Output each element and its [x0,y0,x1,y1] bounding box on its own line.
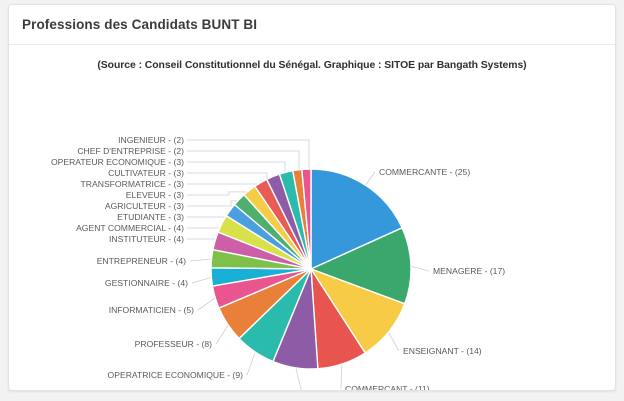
pie-slice-label: COMMERCANTE - (25) [379,167,470,177]
pie-chart[interactable]: COMMERCANTE - (25) MENAGERE - (17) ENSEIGN… [9,45,616,391]
pie-slice-label: MENAGERE - (17) [433,266,505,276]
pie-slice-label: ENTREPRENEUR - (4) [97,256,186,266]
pie-slice-label: AGENT COMMERCIAL - (4) [76,223,184,233]
label-leader-line [187,191,251,196]
label-leader-line [189,258,214,262]
pie-slice-label: COMMERCANT - (11) [345,384,430,391]
pie-slice-label: OPERATEUR ECONOMIQUE - (3) [51,157,184,167]
pie-slice-label: INSTITUTEUR - (4) [109,234,184,244]
pie-slice-label: ENSEIGNANTE - (10) [213,388,298,391]
label-leader-line [387,330,400,352]
label-leader-line [197,296,218,311]
pie-slice-label: ETUDIANTE - (3) [117,212,184,222]
pie-slice-label: ELEVEUR - (3) [126,190,184,200]
pie-slice[interactable] [309,226,412,305]
pie-slice[interactable] [310,168,404,271]
label-leader-line [340,361,343,390]
card-header: Professions des Candidats BUNT BI [9,5,615,45]
label-leader-line [187,200,241,207]
label-leader-line [187,150,300,173]
label-leader-line [187,161,287,175]
page-title: Professions des Candidats BUNT BI [22,17,258,32]
pie-slice-label: TRANSFORMATRICE - (3) [81,179,185,189]
chart-source-note: (Source : Conseil Constitutionnel du Sén… [97,60,527,71]
pie-slice-label: ENSEIGNANT - (14) [403,346,482,356]
label-leader-line [191,276,214,284]
pie-slice-label: GESTIONNAIRE - (4) [105,278,188,288]
card-body: (Source : Conseil Constitutionnel du Sén… [9,45,616,391]
pie-chart-svg[interactable]: COMMERCANTE - (25) MENAGERE - (17) ENSEIGN… [9,45,616,391]
pie-slice-label: INFORMATICIEN - (5) [109,305,194,315]
label-leader-line [215,322,230,345]
pie-slice-label: CHEF D'ENTREPRISE - (2) [77,146,184,156]
label-leader-line [187,172,274,179]
pie-slice-label: AGRICULTEUR - (3) [105,201,184,211]
pie-labels-group: COMMERCANTE - (25) MENAGERE - (17) ENSEIGN… [51,135,505,391]
pie-slice-label: INGENIEUR - (2) [118,135,184,145]
label-leader-line [187,139,310,172]
label-leader-line [408,265,430,272]
pie-slice-label: CULTIVATEUR - (3) [108,168,184,178]
pie-slice-label: OPERATRICE ECONOMIQUE - (9) [108,370,244,380]
pie-slice-label: PROFESSEUR - (8) [135,339,212,349]
label-leader-line [246,349,257,376]
pie-slice[interactable] [301,168,312,270]
label-leader-line [294,365,302,390]
label-leader-line [363,171,376,187]
pie-slices-group[interactable] [210,168,412,370]
chart-card: Professions des Candidats BUNT BI (Sourc… [8,4,616,391]
